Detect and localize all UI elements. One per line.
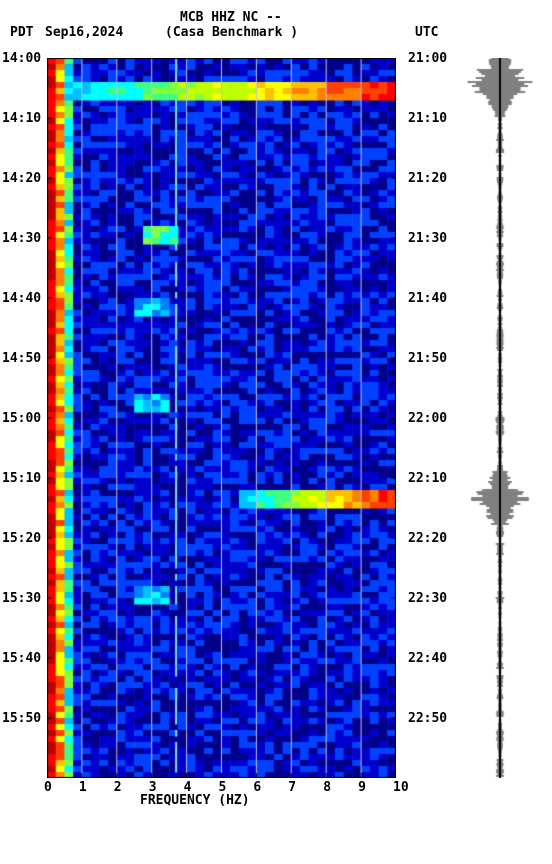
right-time-tick: 22:30 [408, 591, 447, 606]
freq-tick: 1 [79, 780, 87, 795]
left-time-tick: 15:30 [2, 591, 41, 606]
right-time-tick: 22:50 [408, 711, 447, 726]
left-time-tick: 14:30 [2, 231, 41, 246]
freq-tick: 9 [358, 780, 366, 795]
right-time-tick: 21:10 [408, 111, 447, 126]
left-time-tick: 15:50 [2, 711, 41, 726]
date-label: Sep16,2024 [45, 25, 123, 40]
right-time-tick: 22:40 [408, 651, 447, 666]
right-time-tick: 21:40 [408, 291, 447, 306]
spectrogram-plot [47, 58, 396, 778]
station-id-label: MCB HHZ NC -- [180, 10, 282, 25]
left-time-tick: 15:20 [2, 531, 41, 546]
frequency-axis-title: FREQUENCY (HZ) [140, 793, 250, 808]
left-time-tick: 14:00 [2, 51, 41, 66]
freq-tick: 6 [253, 780, 261, 795]
left-time-tick: 14:50 [2, 351, 41, 366]
waveform-plot [460, 58, 540, 778]
station-name-label: (Casa Benchmark ) [165, 25, 298, 40]
right-time-tick: 22:20 [408, 531, 447, 546]
right-time-tick: 21:00 [408, 51, 447, 66]
left-time-tick: 14:40 [2, 291, 41, 306]
freq-tick: 7 [288, 780, 296, 795]
freq-tick: 0 [44, 780, 52, 795]
right-time-tick: 22:10 [408, 471, 447, 486]
freq-tick: 10 [393, 780, 409, 795]
freq-tick: 2 [114, 780, 122, 795]
left-time-tick: 14:10 [2, 111, 41, 126]
left-time-tick: 15:00 [2, 411, 41, 426]
left-time-tick: 15:10 [2, 471, 41, 486]
left-time-tick: 14:20 [2, 171, 41, 186]
right-time-tick: 22:00 [408, 411, 447, 426]
right-time-tick: 21:50 [408, 351, 447, 366]
freq-tick: 8 [323, 780, 331, 795]
right-time-tick: 21:20 [408, 171, 447, 186]
right-time-tick: 21:30 [408, 231, 447, 246]
tz-right-label: UTC [415, 25, 438, 40]
tz-left-label: PDT [10, 25, 33, 40]
left-time-tick: 15:40 [2, 651, 41, 666]
